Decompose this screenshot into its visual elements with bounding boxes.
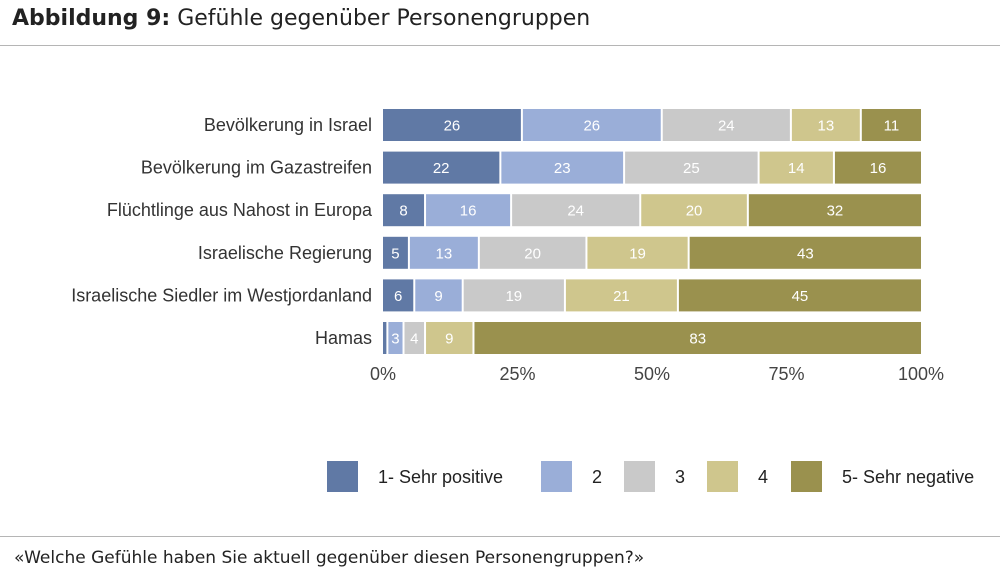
- bar-segment: [415, 279, 462, 312]
- legend-label: 2: [592, 467, 602, 487]
- data-label: 24: [718, 118, 735, 135]
- data-label: 19: [629, 245, 646, 262]
- data-label: 43: [797, 245, 814, 262]
- bar-segment: [689, 236, 921, 269]
- data-label: 3: [391, 331, 399, 348]
- data-label: 20: [686, 203, 703, 220]
- bar-segment: [587, 236, 688, 269]
- bar-segment: [625, 151, 758, 184]
- x-tick-label: 25%: [499, 364, 535, 384]
- data-label: 19: [505, 288, 522, 305]
- bar-segment: [791, 109, 860, 141]
- bar-segment: [404, 322, 425, 354]
- category-label: Flüchtlinge aus Nahost in Europa: [107, 200, 373, 220]
- survey-question: «Welche Gefühle haben Sie aktuell gegenü…: [14, 548, 645, 568]
- bar-segment: [861, 109, 921, 141]
- data-label: 16: [460, 203, 477, 220]
- category-label: Bevölkerung im Gazastreifen: [141, 158, 372, 178]
- data-label: 24: [567, 203, 584, 220]
- bar-segment: [409, 236, 478, 269]
- bar-segment: [522, 109, 661, 141]
- data-label: 11: [884, 118, 900, 135]
- legend-label: 4: [758, 467, 768, 487]
- category-label: Israelische Siedler im Westjordanland: [71, 285, 372, 305]
- data-label: 8: [399, 203, 407, 220]
- bar-segment: [662, 109, 790, 141]
- figure-title-text: Gefühle gegenüber Personengruppen: [177, 6, 591, 31]
- bar-segment: [383, 109, 521, 141]
- bar-segment: [383, 151, 500, 184]
- data-label: 26: [444, 118, 461, 135]
- bar-segment: [479, 236, 586, 269]
- bar-segment: [383, 194, 425, 227]
- data-label: 4: [410, 331, 418, 348]
- figure-title: Abbildung 9: Gefühle gegenüber Personeng…: [12, 4, 590, 34]
- data-label: 13: [818, 118, 835, 135]
- top-divider: [0, 45, 1000, 46]
- data-label: 32: [827, 203, 844, 220]
- data-label: 9: [445, 331, 453, 348]
- data-label: 13: [436, 245, 453, 262]
- bar-segment: [748, 194, 921, 227]
- data-label: 26: [583, 118, 600, 135]
- x-tick-label: 75%: [768, 364, 804, 384]
- category-label: Bevölkerung in Israel: [204, 115, 372, 135]
- data-label: 5: [391, 245, 399, 262]
- legend-label: 5- Sehr negative: [842, 467, 974, 487]
- data-label: 83: [689, 331, 706, 348]
- bar-segment: [501, 151, 624, 184]
- figure-title-prefix: Abbildung 9:: [12, 6, 171, 31]
- legend-swatch: [327, 461, 358, 492]
- legend-swatch: [707, 461, 738, 492]
- legend-swatch: [624, 461, 655, 492]
- bar-segment: [641, 194, 747, 227]
- data-label: 25: [683, 160, 700, 177]
- x-tick-label: 50%: [634, 364, 670, 384]
- legend-label: 3: [675, 467, 685, 487]
- bar-segment: [834, 151, 921, 184]
- bar-segment: [678, 279, 921, 312]
- bar-segment: [383, 322, 387, 354]
- bar-segment: [426, 194, 511, 227]
- bar-segment: [565, 279, 677, 312]
- bar-segment: [383, 279, 414, 312]
- data-label: 20: [524, 245, 541, 262]
- data-label: 16: [870, 160, 887, 177]
- bar-segment: [463, 279, 564, 312]
- bottom-divider: [0, 536, 1000, 537]
- bar-segment: [388, 322, 403, 354]
- legend-swatch: [791, 461, 822, 492]
- legend-label: 1- Sehr positive: [378, 467, 503, 487]
- x-tick-label: 0%: [370, 364, 396, 384]
- stacked-bar-chart: Bevölkerung in Israel 26 26 24 13 11Bevölkeru…: [71, 109, 974, 492]
- data-label: 6: [394, 288, 402, 305]
- bar-segment: [759, 151, 833, 184]
- data-label: 14: [788, 160, 805, 177]
- bar-segment: [512, 194, 640, 227]
- data-label: 23: [554, 160, 571, 177]
- data-label: 9: [434, 288, 442, 305]
- category-label: Hamas: [315, 328, 372, 348]
- category-label: Israelische Regierung: [198, 243, 372, 263]
- data-label: 21: [613, 288, 630, 305]
- data-label: 45: [792, 288, 809, 305]
- bar-segment: [383, 236, 408, 269]
- data-label: 22: [433, 160, 450, 177]
- legend-swatch: [541, 461, 572, 492]
- bar-segment: [474, 322, 921, 354]
- x-tick-label: 100%: [898, 364, 944, 384]
- bar-segment: [426, 322, 473, 354]
